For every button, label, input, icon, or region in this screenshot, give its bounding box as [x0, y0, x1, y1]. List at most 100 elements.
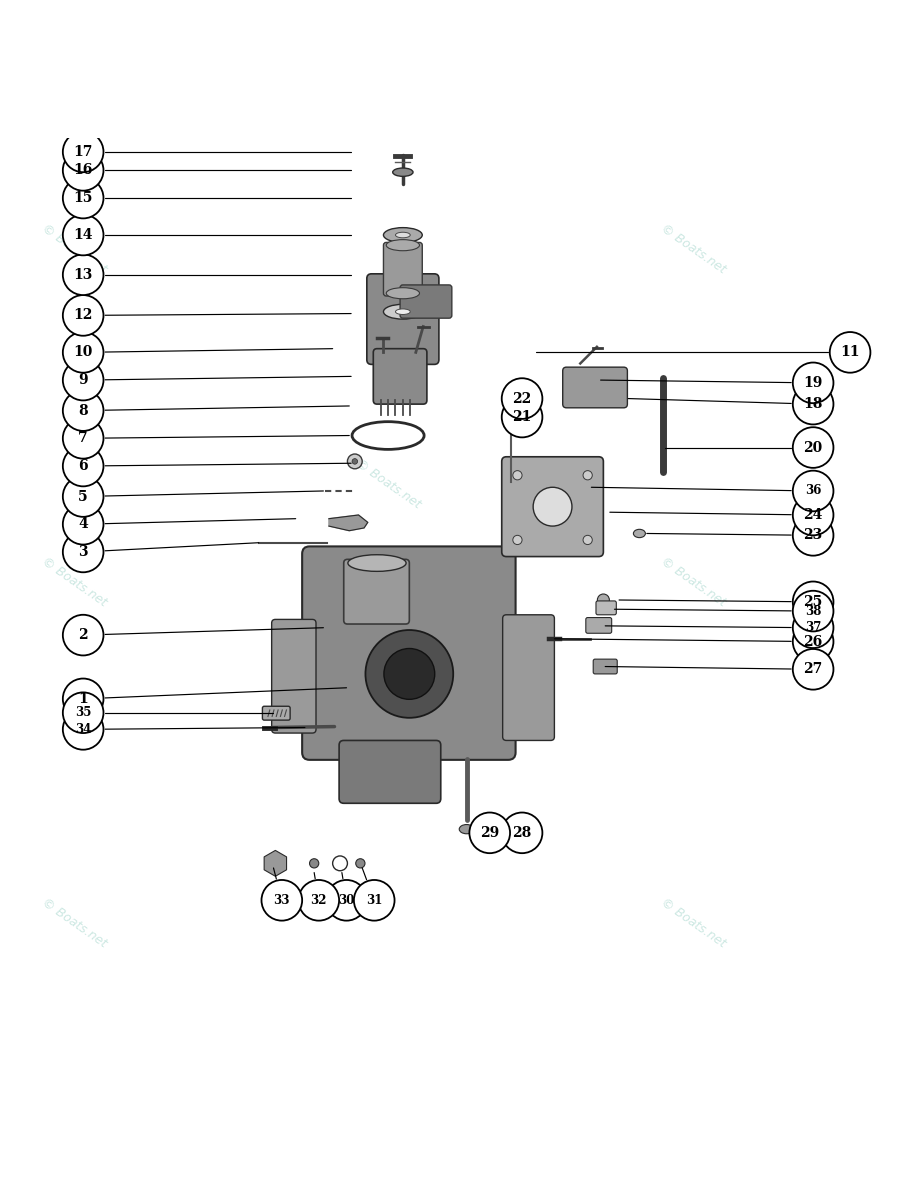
Text: 10: 10 — [74, 346, 92, 359]
FancyBboxPatch shape — [373, 349, 427, 404]
Text: 24: 24 — [804, 508, 822, 522]
Circle shape — [63, 445, 103, 486]
Ellipse shape — [386, 240, 419, 251]
Text: 7: 7 — [79, 431, 88, 445]
Text: 35: 35 — [75, 707, 91, 719]
Ellipse shape — [383, 305, 422, 319]
Ellipse shape — [488, 824, 499, 833]
Text: 8: 8 — [79, 403, 88, 418]
Circle shape — [502, 397, 542, 437]
Text: 34: 34 — [75, 722, 91, 736]
FancyBboxPatch shape — [367, 274, 439, 365]
Circle shape — [502, 378, 542, 419]
Text: 3: 3 — [79, 545, 88, 559]
FancyBboxPatch shape — [344, 559, 409, 624]
Circle shape — [354, 880, 395, 920]
Text: © Boats.net: © Boats.net — [39, 554, 109, 608]
Circle shape — [63, 295, 103, 336]
Circle shape — [63, 178, 103, 218]
Ellipse shape — [395, 233, 410, 238]
Circle shape — [793, 649, 833, 690]
Text: 11: 11 — [840, 346, 860, 359]
Ellipse shape — [395, 308, 410, 314]
Circle shape — [63, 360, 103, 401]
Ellipse shape — [352, 458, 358, 464]
Ellipse shape — [356, 859, 365, 868]
Text: © Boats.net: © Boats.net — [353, 457, 423, 511]
Ellipse shape — [310, 859, 319, 868]
Text: 2: 2 — [79, 628, 88, 642]
Circle shape — [63, 614, 103, 655]
Ellipse shape — [583, 535, 592, 545]
Circle shape — [63, 504, 103, 545]
Circle shape — [793, 515, 833, 556]
Text: 18: 18 — [804, 397, 822, 412]
Text: 32: 32 — [310, 894, 327, 907]
Text: © Boats.net: © Boats.net — [39, 222, 109, 276]
Circle shape — [63, 709, 103, 750]
Circle shape — [830, 332, 870, 373]
Ellipse shape — [459, 824, 474, 834]
Text: 16: 16 — [74, 163, 92, 178]
Ellipse shape — [583, 470, 592, 480]
Ellipse shape — [383, 228, 422, 242]
Circle shape — [326, 880, 367, 920]
Text: 15: 15 — [74, 191, 92, 205]
Circle shape — [63, 390, 103, 431]
Circle shape — [63, 254, 103, 295]
Circle shape — [793, 427, 833, 468]
Circle shape — [63, 532, 103, 572]
Text: 1: 1 — [79, 692, 88, 706]
FancyBboxPatch shape — [383, 242, 422, 296]
FancyBboxPatch shape — [339, 740, 441, 803]
Circle shape — [63, 215, 103, 256]
FancyBboxPatch shape — [302, 546, 516, 760]
Circle shape — [63, 678, 103, 719]
FancyBboxPatch shape — [563, 367, 627, 408]
Text: 37: 37 — [805, 622, 821, 635]
Text: 33: 33 — [274, 894, 290, 907]
Text: 36: 36 — [805, 485, 821, 498]
Ellipse shape — [533, 487, 572, 526]
Text: 5: 5 — [79, 490, 88, 504]
Ellipse shape — [347, 454, 362, 469]
Text: 22: 22 — [513, 391, 531, 406]
Circle shape — [261, 880, 302, 920]
Circle shape — [502, 812, 542, 853]
Circle shape — [63, 132, 103, 172]
Circle shape — [63, 692, 103, 733]
Circle shape — [793, 384, 833, 425]
Circle shape — [793, 622, 833, 662]
Circle shape — [793, 607, 833, 648]
FancyBboxPatch shape — [503, 614, 554, 740]
Ellipse shape — [386, 288, 419, 299]
FancyBboxPatch shape — [593, 659, 617, 674]
Circle shape — [793, 494, 833, 535]
Text: 28: 28 — [513, 826, 531, 840]
Text: 38: 38 — [805, 605, 821, 618]
Text: 27: 27 — [804, 662, 822, 677]
FancyBboxPatch shape — [400, 284, 452, 318]
Text: © Boats.net: © Boats.net — [658, 554, 728, 608]
Ellipse shape — [597, 594, 610, 606]
Ellipse shape — [384, 648, 435, 700]
Ellipse shape — [513, 535, 522, 545]
Circle shape — [793, 362, 833, 403]
Text: 9: 9 — [79, 373, 88, 388]
Circle shape — [63, 150, 103, 191]
Text: 23: 23 — [804, 528, 822, 542]
Ellipse shape — [393, 168, 413, 176]
FancyBboxPatch shape — [272, 619, 316, 733]
Circle shape — [793, 470, 833, 511]
Text: 30: 30 — [338, 894, 355, 907]
Text: 20: 20 — [804, 440, 822, 455]
Circle shape — [469, 812, 510, 853]
Circle shape — [298, 880, 339, 920]
Text: 17: 17 — [74, 145, 92, 158]
Ellipse shape — [513, 470, 522, 480]
Text: © Boats.net: © Boats.net — [39, 896, 109, 950]
Text: © Boats.net: © Boats.net — [658, 896, 728, 950]
FancyBboxPatch shape — [502, 457, 603, 557]
Ellipse shape — [366, 630, 453, 718]
Ellipse shape — [633, 529, 645, 538]
